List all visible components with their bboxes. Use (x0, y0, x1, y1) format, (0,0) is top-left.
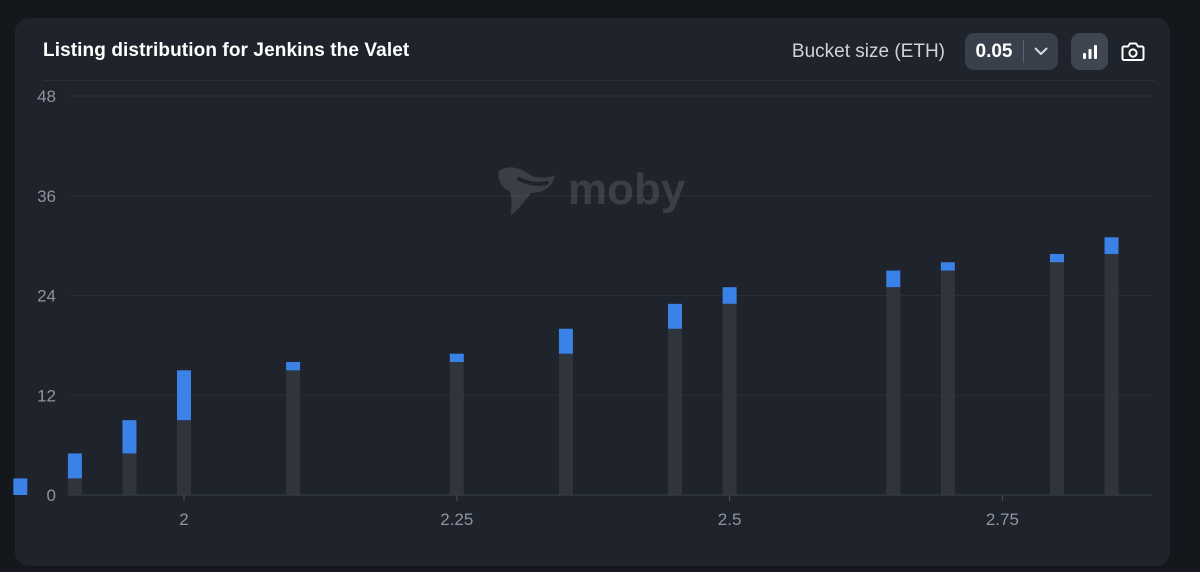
bar-new-listings[interactable] (1049, 253, 1064, 263)
bar-new-listings[interactable] (886, 270, 901, 288)
chevron-down-icon (1024, 33, 1058, 70)
bar-chart-toggle-button[interactable] (1071, 33, 1108, 70)
bucket-size-select[interactable]: 0.05 (965, 33, 1058, 70)
bar-cumulative[interactable] (1049, 262, 1064, 495)
bar-new-listings[interactable] (13, 478, 28, 495)
x-tick-label: 2.25 (440, 510, 473, 529)
moby-logo-icon (498, 167, 555, 215)
bucket-select-divider (1023, 40, 1024, 63)
bar-new-listings[interactable] (668, 303, 683, 329)
bar-cumulative[interactable] (886, 287, 901, 495)
y-tick-label: 12 (37, 386, 56, 405)
y-tick-label: 36 (37, 187, 56, 206)
bar-new-listings[interactable] (122, 420, 137, 454)
bar-new-listings[interactable] (177, 370, 191, 421)
bucket-size-value: 0.05 (975, 40, 1013, 62)
bar-cumulative[interactable] (940, 270, 955, 495)
bar-new-listings[interactable] (286, 362, 301, 371)
bar-cumulative[interactable] (122, 453, 137, 495)
y-tick-label: 24 (37, 287, 56, 306)
camera-icon (1121, 42, 1145, 61)
bar-new-listings[interactable] (1104, 237, 1119, 254)
bar-new-listings[interactable] (67, 453, 82, 479)
y-tick-label: 0 (47, 486, 56, 505)
header-divider (43, 80, 1155, 81)
y-tick-label: 48 (37, 87, 56, 106)
y-axis-ticks: 0 12 24 36 48 (37, 87, 56, 505)
bar-cumulative[interactable] (177, 420, 191, 495)
gridlines (70, 95, 1152, 396)
bar-new-listings[interactable] (558, 328, 573, 354)
chart-title: Listing distribution for Jenkins the Val… (43, 40, 410, 61)
screenshot-button[interactable] (1118, 33, 1148, 70)
bar-cumulative[interactable] (558, 353, 573, 495)
chart-card: Listing distribution for Jenkins the Val… (15, 18, 1170, 566)
bar-cumulative[interactable] (67, 478, 82, 495)
watermark-text: moby (568, 165, 686, 214)
bar-new-listings[interactable] (722, 287, 737, 304)
bar-cumulative[interactable] (449, 362, 464, 495)
bar-chart-icon (1082, 44, 1097, 59)
bar-cumulative[interactable] (286, 370, 301, 495)
chart-controls: Bucket size (ETH) 0.05 (792, 33, 1148, 70)
moby-watermark: moby (498, 165, 686, 215)
x-tick-label: 2 (179, 510, 188, 529)
bucket-size-label: Bucket size (ETH) (791, 40, 945, 62)
bar-cumulative[interactable] (1104, 253, 1119, 495)
x-tick-label: 2.75 (986, 510, 1019, 529)
bar-new-listings[interactable] (449, 353, 464, 362)
bar-new-listings[interactable] (940, 262, 955, 271)
bar-cumulative[interactable] (722, 303, 737, 495)
bar-cumulative[interactable] (668, 328, 683, 495)
x-axis-ticks: 22.252.52.7533.253.53.75 (179, 495, 1019, 529)
bars (13, 237, 1119, 495)
x-tick-label: 2.5 (718, 510, 742, 529)
